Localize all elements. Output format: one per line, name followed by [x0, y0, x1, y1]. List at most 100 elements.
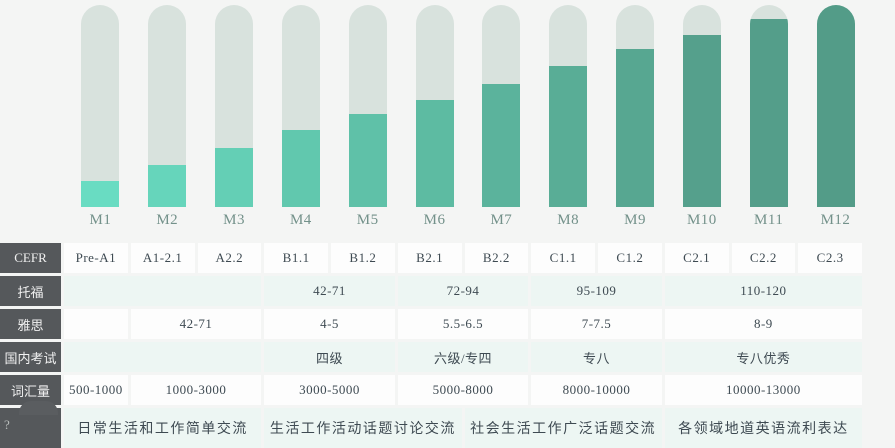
cell-r0-c11: C2.3 [798, 243, 862, 273]
cell-r2-c0 [64, 309, 128, 339]
bar-fill [616, 49, 655, 207]
bar-track [215, 5, 254, 207]
cell-text: 10000-13000 [725, 382, 801, 397]
cell-r0-c8: C1.2 [598, 243, 662, 273]
cell-text: 5.5-6.5 [442, 316, 484, 331]
cell-r4-c3: 5000-8000 [397, 375, 529, 405]
cell-r0-c4: B1.2 [331, 243, 395, 273]
bar-track [682, 5, 721, 207]
level-bar-m3: M3 [201, 5, 268, 237]
cell-text: Pre-A1 [75, 250, 117, 265]
cell-r4-c4: 8000-10000 [531, 375, 662, 405]
row-header-0: CEFR [0, 243, 61, 273]
cell-r3-c0 [64, 342, 262, 372]
cell-text: 42-71 [313, 283, 346, 298]
cell-text: 1000-3000 [165, 382, 227, 397]
level-bar-m8: M8 [535, 5, 602, 237]
bar-fill [749, 19, 788, 207]
bar-fill [81, 180, 120, 207]
table-row-2: 雅思 42-71 4-5 5.5-6.5 7-7.5 8-9 [0, 309, 862, 339]
cell-r2-c3: 5.5-6.5 [397, 309, 529, 339]
cell-text: 95-109 [576, 283, 617, 298]
cell-r3-c3: 专八 [531, 342, 662, 372]
cell-text: 各领域地道英语流利表达 [678, 422, 849, 437]
level-bar-m12: M12 [802, 5, 869, 237]
cell-text: 500-1000 [68, 382, 123, 397]
cell-text: 110-120 [740, 283, 787, 298]
bar-label: M4 [289, 212, 312, 228]
table-row-1: 托福 42-71 72-94 95-109 110-120 [0, 276, 862, 306]
cell-text: 3000-5000 [299, 382, 360, 397]
cell-r0-c2: A2.2 [197, 243, 262, 273]
bar-label: M11 [754, 212, 784, 228]
level-bar-m5: M5 [334, 5, 401, 237]
level-bar-m1: M1 [67, 5, 134, 237]
cell-text: C2.1 [683, 250, 711, 265]
cell-text: 42-71 [179, 316, 213, 331]
cell-r4-c1: 1000-3000 [130, 375, 262, 405]
bar-track [549, 5, 588, 207]
bar-label: M7 [490, 212, 513, 228]
cell-r1-c0 [64, 276, 262, 306]
level-bar-m10: M10 [668, 5, 735, 237]
bar-fill [682, 35, 721, 207]
cell-text: B2.1 [416, 250, 444, 265]
bar-fill [549, 65, 588, 207]
row-header-label: 雅思 [17, 317, 44, 333]
bar-track [81, 5, 120, 207]
cell-r1-c3: 95-109 [531, 276, 662, 306]
row-header-label: CEFR [14, 250, 47, 265]
cell-text: 72-94 [446, 283, 480, 298]
cell-text: 7-7.5 [581, 316, 612, 331]
cell-r5-c0: 日常生活和工作简单交流 [64, 408, 262, 448]
table-row-5: ? 日常生活和工作简单交流 生活工作活动话题讨论交流 社会生活工作广泛话题交流 各领域地… [0, 401, 862, 448]
cell-text: 专八 [582, 350, 610, 366]
bar-track [616, 5, 655, 207]
row-header-label: 词汇量 [10, 383, 50, 399]
cell-text: B1.1 [282, 250, 310, 265]
cell-r1-c2: 72-94 [397, 276, 529, 306]
cell-r3-c2: 六级/专四 [397, 342, 529, 372]
cell-text: 8000-10000 [562, 382, 631, 397]
cell-text: 4-5 [320, 316, 339, 331]
cell-r0-c10: C2.2 [731, 243, 796, 273]
row-header-3: 国内考试 [0, 342, 61, 372]
level-bar-m4: M4 [267, 5, 334, 237]
level-bar-m9: M9 [602, 5, 669, 237]
level-bar-m6: M6 [401, 5, 468, 237]
cell-text: B1.2 [349, 250, 377, 265]
bar-label: M5 [356, 212, 379, 228]
bar-label: M9 [624, 212, 646, 228]
cell-text: C1.1 [549, 250, 577, 265]
row-header-label: 国内考试 [4, 350, 57, 366]
cell-text: 六级/专四 [433, 350, 493, 366]
row-header-1: 托福 [0, 276, 61, 306]
cell-text: C2.2 [749, 250, 777, 265]
bar-track [482, 5, 521, 207]
bar-label: M8 [557, 212, 580, 228]
cell-text: 5000-8000 [432, 382, 494, 397]
cell-r5-c2: 社会生活工作广泛话题交流 [464, 408, 662, 448]
bar-track [816, 5, 855, 207]
cell-r3-c1: 四级 [264, 342, 395, 372]
cell-text: 专八优秀 [736, 350, 791, 366]
cell-text: B2.2 [482, 250, 510, 265]
cell-text: 社会生活工作广泛话题交流 [470, 422, 657, 437]
bar-track [749, 5, 788, 207]
bar-track [148, 5, 187, 207]
cell-text: C2.3 [816, 250, 844, 265]
bar-label: M6 [423, 212, 446, 228]
cell-r4-c5: 10000-13000 [664, 375, 862, 405]
cell-r5-c1: 生活工作活动话题讨论交流 [264, 408, 462, 448]
cell-r0-c0: Pre-A1 [64, 243, 128, 273]
row-header-label: 托福 [17, 284, 44, 300]
cell-r5-c3: 各领域地道英语流利表达 [664, 408, 862, 448]
cell-r2-c2: 4-5 [264, 309, 395, 339]
level-bar-m11: M11 [735, 5, 802, 237]
cell-r0-c7: C1.1 [531, 243, 595, 273]
bar-fill [281, 130, 320, 207]
mascot-silhouette [19, 401, 58, 415]
cell-r2-c5: 8-9 [664, 309, 862, 339]
table-row-3: 国内考试 四级 六级/专四 专八 专八优秀 [0, 342, 862, 372]
bar-label: M2 [156, 212, 179, 228]
